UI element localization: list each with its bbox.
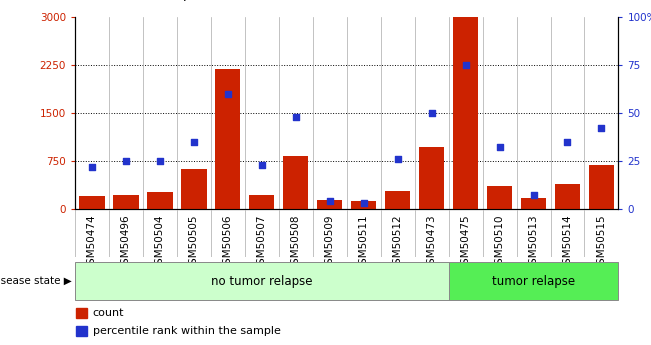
- Bar: [79, 196, 105, 209]
- Bar: [75, 262, 449, 300]
- Bar: [589, 165, 614, 209]
- Text: GSM50512: GSM50512: [393, 214, 402, 271]
- Bar: [76, 326, 87, 336]
- Text: GSM50496: GSM50496: [121, 214, 131, 271]
- Point: [596, 126, 607, 131]
- Text: GSM50507: GSM50507: [256, 214, 267, 271]
- Bar: [385, 191, 410, 209]
- Text: GSM50510: GSM50510: [495, 214, 505, 271]
- Text: GSM50506: GSM50506: [223, 214, 233, 271]
- Point: [223, 91, 233, 97]
- Point: [120, 158, 131, 164]
- Text: GDS1263 / 18983: GDS1263 / 18983: [107, 0, 243, 3]
- Point: [189, 139, 199, 145]
- Point: [256, 162, 267, 167]
- Point: [393, 156, 403, 162]
- Text: GSM50504: GSM50504: [155, 214, 165, 271]
- Text: GSM50513: GSM50513: [529, 214, 538, 271]
- Point: [426, 110, 437, 116]
- Bar: [215, 69, 240, 209]
- Text: GSM50511: GSM50511: [359, 214, 368, 271]
- Point: [290, 114, 301, 120]
- Bar: [76, 308, 87, 318]
- Point: [359, 200, 369, 206]
- Point: [324, 198, 335, 204]
- Text: no tumor relapse: no tumor relapse: [211, 275, 312, 288]
- Point: [529, 193, 539, 198]
- Point: [87, 164, 97, 169]
- Bar: [317, 200, 342, 209]
- Point: [562, 139, 573, 145]
- Text: GSM50473: GSM50473: [426, 214, 437, 271]
- Point: [154, 158, 165, 164]
- Bar: [453, 17, 478, 209]
- Bar: [249, 195, 275, 209]
- Bar: [521, 198, 546, 209]
- Text: GSM50509: GSM50509: [325, 214, 335, 271]
- Bar: [419, 147, 445, 209]
- Bar: [449, 262, 618, 300]
- Point: [460, 62, 471, 68]
- Bar: [147, 192, 173, 209]
- Bar: [181, 168, 206, 209]
- Text: GSM50514: GSM50514: [562, 214, 572, 271]
- Text: GSM50508: GSM50508: [291, 214, 301, 271]
- Bar: [555, 184, 580, 209]
- Bar: [487, 186, 512, 209]
- Bar: [113, 195, 139, 209]
- Text: tumor relapse: tumor relapse: [492, 275, 575, 288]
- Text: GSM50515: GSM50515: [596, 214, 607, 271]
- Bar: [351, 201, 376, 209]
- Text: count: count: [93, 308, 124, 318]
- Text: percentile rank within the sample: percentile rank within the sample: [93, 326, 281, 336]
- Point: [494, 145, 505, 150]
- Text: GSM50474: GSM50474: [87, 214, 97, 271]
- Text: disease state ▶: disease state ▶: [0, 276, 72, 286]
- Bar: [283, 156, 309, 209]
- Text: GSM50505: GSM50505: [189, 214, 199, 271]
- Text: GSM50475: GSM50475: [460, 214, 471, 271]
